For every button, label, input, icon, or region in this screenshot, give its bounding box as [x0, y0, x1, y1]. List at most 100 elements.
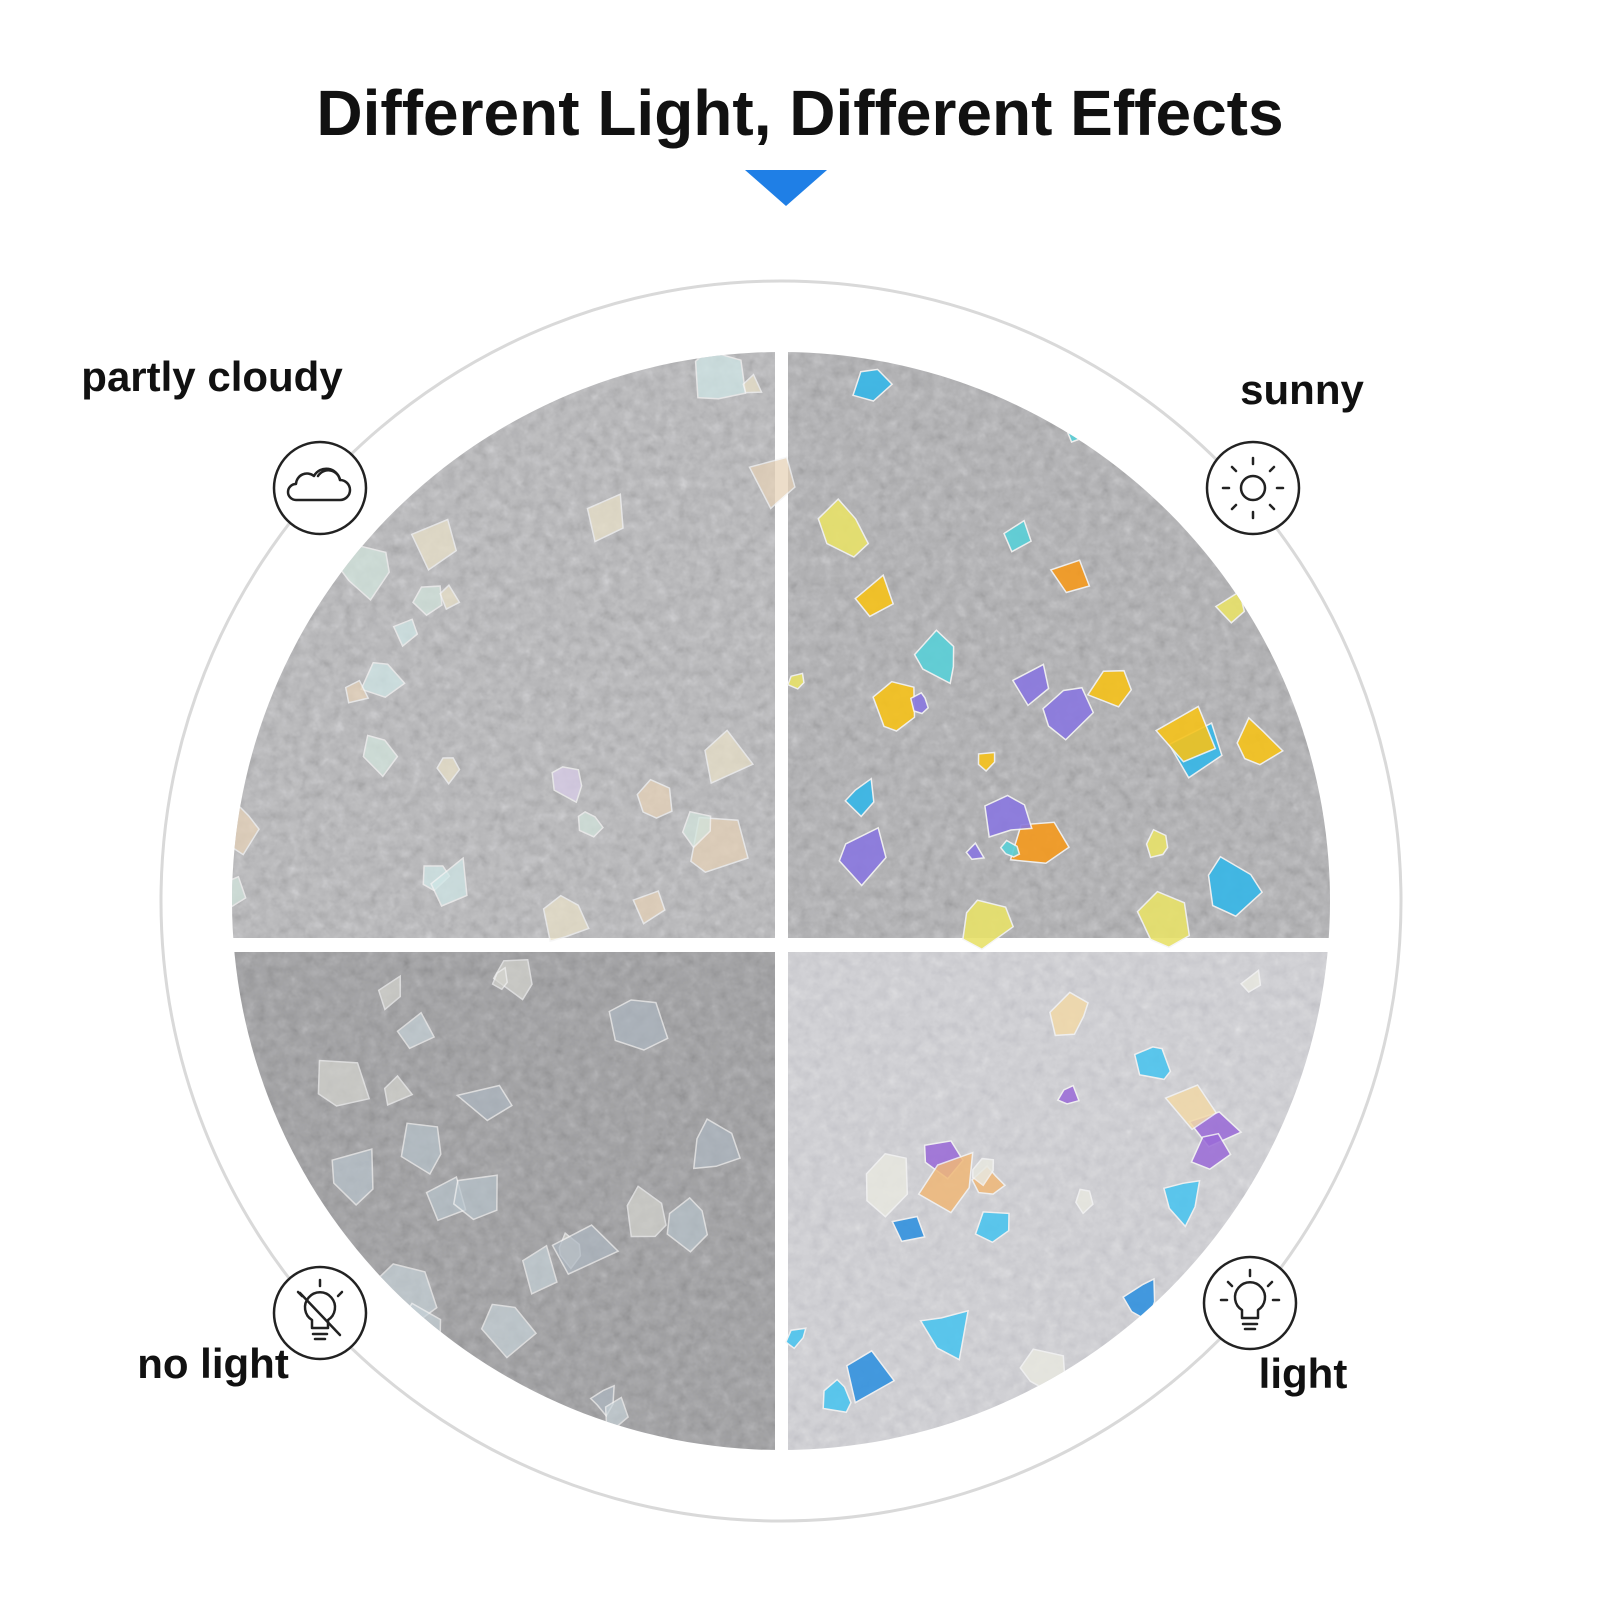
- glass-shard: [1105, 352, 1131, 376]
- glass-shard: [430, 856, 468, 907]
- glass-shard: [521, 1244, 558, 1295]
- glass-shard: [891, 1215, 926, 1243]
- glass-shard: [1063, 410, 1104, 443]
- glass-shard: [452, 1174, 498, 1221]
- glass-shard: [972, 1157, 995, 1187]
- glass-shard: [917, 1151, 974, 1214]
- glass-shard: [962, 899, 1015, 951]
- glass-shard: [784, 1327, 807, 1350]
- glass-shard: [1042, 686, 1095, 741]
- glass-shard: [362, 734, 399, 778]
- glass-shard: [817, 498, 870, 558]
- glass-shard: [1049, 991, 1089, 1037]
- glass-shard: [586, 493, 624, 543]
- glass-shard: [742, 373, 763, 394]
- glass-shard: [872, 680, 916, 732]
- glass-shard: [1049, 559, 1091, 594]
- glass-shard: [383, 1074, 414, 1106]
- glass-shard: [344, 679, 370, 704]
- glass-shard: [354, 1270, 379, 1289]
- glass-shard: [919, 1309, 970, 1361]
- outer-ring: [159, 279, 1403, 1523]
- glass-shard: [984, 794, 1033, 838]
- glass-shard: [838, 826, 887, 887]
- glass-shard: [1239, 969, 1262, 993]
- glass-shard: [232, 504, 263, 550]
- glass-shard: [361, 1422, 391, 1450]
- glass-shard: [1136, 890, 1191, 949]
- glass-shard: [909, 691, 930, 715]
- glass-shard: [626, 1185, 667, 1238]
- glass-shard: [636, 778, 673, 819]
- glass-shard: [845, 1349, 896, 1404]
- glass-shard: [1289, 1129, 1330, 1168]
- glass-shard: [1145, 1325, 1174, 1348]
- glass-shard: [1306, 694, 1330, 742]
- glass-shard: [360, 661, 406, 699]
- glass-shard: [1009, 821, 1071, 864]
- icon-sun: [1205, 440, 1301, 536]
- glass-shard: [577, 811, 604, 838]
- glass-shard: [1236, 716, 1285, 766]
- glass-shard: [1292, 502, 1330, 552]
- glass-shard: [1292, 427, 1330, 465]
- title: Different Light, Different Effects: [316, 77, 1283, 149]
- glass-shard: [1086, 669, 1133, 708]
- glass-shard: [844, 777, 875, 818]
- glass-shard: [232, 804, 260, 856]
- glass-shard: [666, 1196, 709, 1253]
- glass-shard: [338, 1354, 376, 1388]
- glass-shard: [694, 352, 747, 400]
- glass-shard: [1112, 1424, 1156, 1450]
- glass-shard: [865, 1152, 909, 1218]
- glass-shard: [480, 1303, 538, 1359]
- icon-cloud: [272, 440, 368, 536]
- icon-bulb-off: [272, 1265, 368, 1361]
- glass-shard: [681, 810, 712, 849]
- glass-shard: [1207, 855, 1264, 918]
- glass-shard: [608, 999, 669, 1051]
- glass-shard: [451, 1390, 482, 1425]
- glass-shard: [439, 584, 461, 611]
- down-arrow: [745, 170, 827, 206]
- glass-shard: [1164, 1084, 1218, 1131]
- glass-shard: [400, 1122, 442, 1176]
- glass-shard: [551, 1224, 620, 1276]
- glass-shard: [786, 672, 805, 690]
- glass-shard: [365, 352, 398, 376]
- glass-shard: [704, 729, 755, 785]
- glass-shard: [1190, 1132, 1232, 1171]
- glass-shard: [854, 573, 895, 618]
- glass-shard: [1145, 828, 1169, 859]
- label-no-light: no light: [137, 1340, 289, 1387]
- glass-shard: [455, 1084, 513, 1122]
- glass-shard: [396, 1011, 436, 1050]
- glass-shard: [822, 1378, 852, 1414]
- glass-shard: [331, 1148, 374, 1206]
- glass-shard: [542, 894, 590, 943]
- glass-shard: [410, 518, 458, 572]
- glass-shard: [965, 841, 986, 861]
- glass-shard: [291, 1368, 323, 1389]
- glass-shard: [632, 890, 666, 925]
- glass-shard: [392, 618, 419, 648]
- glass-shard: [528, 1432, 553, 1450]
- glass-shard: [748, 456, 796, 510]
- glass-shard: [491, 966, 508, 991]
- glass-shard: [232, 1105, 251, 1140]
- glass-shard: [1011, 663, 1050, 707]
- glass-shard: [232, 675, 261, 729]
- glass-shard: [436, 757, 461, 785]
- glass-shard: [237, 1277, 259, 1296]
- glass-shard: [977, 751, 996, 773]
- glass-shard: [1211, 1422, 1245, 1450]
- glass-shard: [551, 766, 583, 804]
- glass-shard: [317, 1059, 371, 1107]
- glass-shard: [295, 1233, 336, 1270]
- glass-shard: [913, 629, 955, 685]
- glass-shard: [1003, 519, 1033, 553]
- glass-shard: [852, 368, 894, 402]
- glass-shard: [999, 839, 1021, 858]
